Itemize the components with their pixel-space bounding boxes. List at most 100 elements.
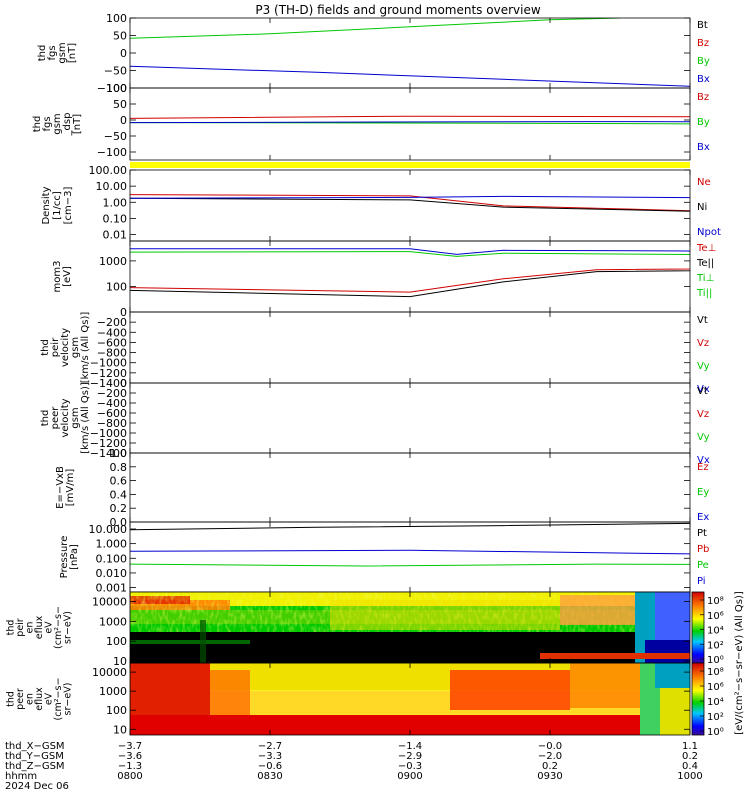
y-tick-label: 50 xyxy=(113,98,127,111)
y-tick-label: −100 xyxy=(97,82,127,95)
colorbar-label: [eV/(cm²−s−sr−eV) (All Qs)] xyxy=(734,591,745,735)
y-tick-label: −200 xyxy=(97,316,127,329)
y-axis-label-line: [cm−3] xyxy=(63,187,74,225)
legend-entry: Vy xyxy=(697,361,710,372)
y-tick-label: 0.2 xyxy=(110,502,128,515)
legend-entry: Bz xyxy=(697,92,709,103)
y-tick-label: 1.00 xyxy=(103,196,128,209)
x-axis-block: thd_X−GSM −3.7 −2.7 −1.4 −0.0 1.1 thd_Y−GSM −3.… xyxy=(5,18,703,792)
y-tick-label: 1000 xyxy=(99,685,127,698)
y-tick-label: −1200 xyxy=(90,367,127,380)
y-tick-label: 10.000 xyxy=(89,523,128,536)
y-axis-label-line: Density xyxy=(41,186,52,224)
panel-frame xyxy=(129,169,691,242)
y-axis-label-line: en xyxy=(25,622,36,634)
y-axis-label-line: _dsp xyxy=(62,113,73,137)
panel-1: 100 50 0 −50 −100 thd fgs gsm [nT] Bt Bz By Bx xyxy=(37,12,710,95)
x-tick-label: 0.2 xyxy=(682,751,698,762)
x-tick-label: −0.3 xyxy=(398,761,422,772)
x-tick-label: 0800 xyxy=(117,771,142,782)
y-tick-label: −50 xyxy=(104,130,127,143)
x-tick-label: 0.4 xyxy=(682,761,698,772)
y-tick-label: 10000 xyxy=(92,666,127,679)
legend-entry: Ne xyxy=(697,177,711,188)
y-tick-label: −1400 xyxy=(90,377,127,390)
y-tick-label: 0 xyxy=(120,47,127,60)
y-tick-label: 0 xyxy=(120,114,127,127)
x-tick-label: −0.6 xyxy=(258,761,282,772)
y-tick-label: 0 xyxy=(120,377,127,390)
x-tick-label: 0930 xyxy=(537,771,562,782)
y-tick-label: −400 xyxy=(97,326,127,339)
y-axis-label-line: [mV/m] xyxy=(65,469,76,507)
y-axis-label-line: eV xyxy=(44,692,55,705)
x-tick-label: −1.4 xyxy=(398,741,422,752)
legend-entry: Pe xyxy=(697,560,709,571)
panel-8: 10.000 1.0000.100 0.010 0.001 Pressure [nPa] P… xyxy=(59,521,709,595)
x-tick-label: −3.3 xyxy=(258,751,282,762)
y-axis-label-line: [nPa] xyxy=(69,544,80,570)
y-axis-label-line: fgs xyxy=(42,116,53,131)
legend-entry: By xyxy=(697,56,710,67)
legend-entry: Te|| xyxy=(696,258,714,269)
panel-4: 1000 100 mom3 [eV] Te⊥ Te|| Ti⊥ Ti|| xyxy=(52,240,716,313)
y-tick-label: 0.100 xyxy=(96,552,128,565)
y-tick-label: 0.01 xyxy=(103,229,128,242)
y-tick-label: −1400 xyxy=(90,447,127,460)
y-tick-label: −200 xyxy=(97,387,127,400)
legend-entry: Te⊥ xyxy=(696,243,716,254)
series-line-3-1 xyxy=(130,194,690,212)
y-tick-label: 100 xyxy=(106,280,127,293)
series-line-3-3 xyxy=(130,195,690,199)
y-tick-label: −600 xyxy=(97,336,127,349)
x-tick-label: −2.0 xyxy=(538,751,562,762)
y-axis-label-line: eflux xyxy=(34,615,45,639)
legend-entry: Vz xyxy=(697,338,709,349)
panel-frame xyxy=(129,382,691,454)
legend-entry: Npot xyxy=(697,227,721,238)
y-tick-label: −800 xyxy=(97,417,127,430)
y-tick-label: −1000 xyxy=(90,357,127,370)
legend-entry: Bt xyxy=(697,20,708,31)
series-line-8-3 xyxy=(130,563,690,567)
y-axis-label-line: gsm xyxy=(57,42,68,63)
y-axis-label-line: thd xyxy=(37,45,48,62)
y-tick-label: 0.001 xyxy=(96,582,128,595)
legend-entry: Vx xyxy=(697,455,710,466)
colorbar-tick-label: 10⁶ xyxy=(707,682,724,693)
y-tick-label: 1.0 xyxy=(110,447,128,460)
panel-frame xyxy=(129,311,691,384)
legend-entry: Pb xyxy=(697,544,709,555)
y-axis-label-line: sr−eV) xyxy=(63,611,74,644)
x-tick-label: 0.2 xyxy=(542,761,558,772)
y-axis-label-line: eV xyxy=(44,621,55,634)
spectrogram-ion xyxy=(130,592,690,663)
y-tick-label: 100.00 xyxy=(89,164,128,177)
legend-entry: Bz xyxy=(697,38,709,49)
legend-entry: Bx xyxy=(697,142,710,153)
y-axis-label-line: thd xyxy=(32,116,43,133)
colorbar-tick-label: 10² xyxy=(707,640,724,651)
legend-entry: By xyxy=(697,117,710,128)
y-tick-label: 0.10 xyxy=(103,212,128,225)
y-axis-label-line: [eV] xyxy=(62,266,73,287)
colorbar-tick-label: 10⁸ xyxy=(707,596,724,607)
y-tick-label: 10 xyxy=(113,655,127,668)
y-axis-label-line: peir xyxy=(15,618,26,637)
y-axis-label-line: peer xyxy=(15,688,26,710)
x-tick-label: −1.3 xyxy=(118,761,142,772)
y-tick-label: 0.8 xyxy=(110,461,128,474)
x-row-label: hhmm xyxy=(5,771,37,782)
y-axis-label-line: [1/cc] xyxy=(52,191,63,220)
y-tick-label: 1000 xyxy=(99,615,127,628)
date-label: 2024 Dec 06 xyxy=(5,781,69,792)
series-line-4-4 xyxy=(130,270,690,298)
legend-entry: Ex xyxy=(697,512,709,523)
y-axis-label-line: thd xyxy=(40,339,51,356)
legend-entry: Vx xyxy=(697,384,710,395)
x-tick-label: 0900 xyxy=(397,771,422,782)
y-axis-label-line: (cm²−s− xyxy=(53,678,64,721)
colorbar-tick-label: 10⁴ xyxy=(707,697,724,708)
